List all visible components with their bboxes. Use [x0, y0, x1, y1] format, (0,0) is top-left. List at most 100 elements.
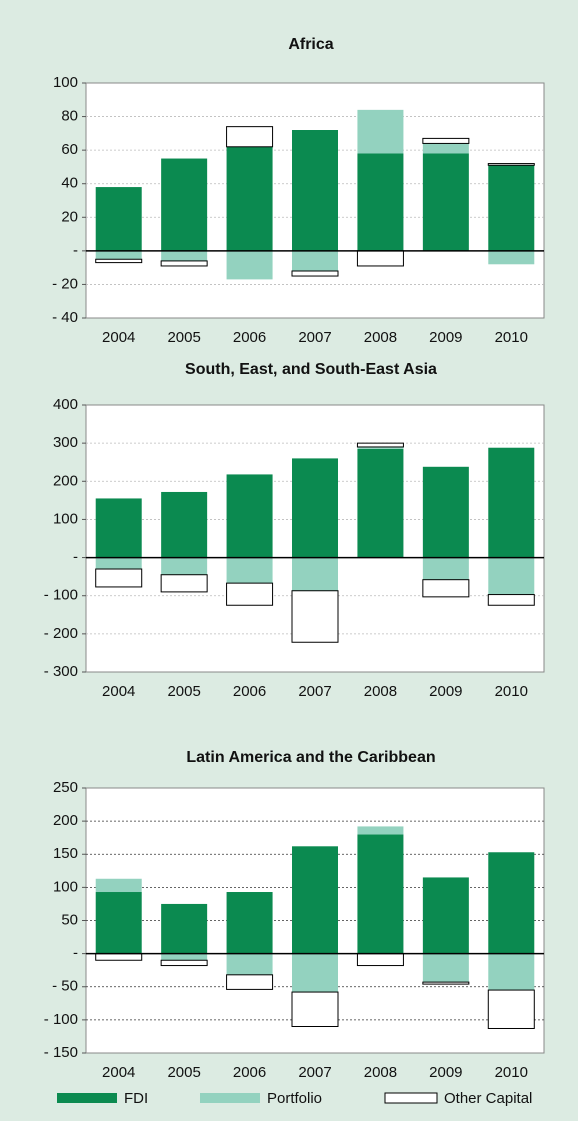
- bar: [422, 137, 470, 144]
- bar: [422, 953, 469, 983]
- x-tick-label: 2005: [167, 683, 200, 700]
- y-tick-label: - 200: [44, 625, 78, 642]
- bar: [422, 153, 469, 251]
- bar: [488, 953, 535, 991]
- bar: [488, 557, 535, 595]
- y-tick-label: 40: [61, 175, 78, 192]
- bar: [95, 258, 143, 264]
- legend-swatch: [384, 1092, 438, 1104]
- bar: [292, 557, 338, 591]
- bar: [292, 953, 338, 993]
- bar: [357, 109, 404, 154]
- chart-title: Latin America and the Caribbean: [186, 749, 435, 766]
- y-tick-label: 200: [53, 472, 78, 489]
- bar: [161, 953, 208, 961]
- x-tick-label: 2008: [364, 329, 397, 346]
- x-tick-label: 2009: [429, 683, 462, 700]
- bar: [292, 846, 338, 954]
- bar: [161, 557, 208, 575]
- x-tick-label: 2010: [495, 1064, 528, 1081]
- y-tick-label: - 100: [44, 1011, 78, 1028]
- x-tick-label: 2010: [495, 329, 528, 346]
- bar: [226, 126, 274, 148]
- y-tick-label: 150: [53, 845, 78, 862]
- bar: [95, 878, 142, 893]
- bar: [422, 579, 470, 598]
- x-tick-label: 2008: [364, 683, 397, 700]
- bar: [95, 250, 142, 260]
- chart-title: Africa: [288, 36, 333, 53]
- y-tick-label: -: [73, 945, 78, 962]
- y-tick-label: 100: [53, 510, 78, 527]
- y-tick-label: 100: [53, 74, 78, 91]
- y-tick-label: 80: [61, 108, 78, 125]
- x-tick-label: 2009: [429, 1064, 462, 1081]
- y-tick-label: 50: [61, 911, 78, 928]
- bar: [226, 582, 274, 606]
- y-tick-label: 250: [53, 779, 78, 796]
- bar: [95, 953, 143, 961]
- x-tick-label: 2005: [167, 329, 200, 346]
- x-tick-label: 2006: [233, 683, 266, 700]
- y-tick-label: 400: [53, 396, 78, 413]
- bar: [226, 250, 273, 280]
- y-tick-label: - 300: [44, 663, 78, 680]
- bar: [160, 574, 208, 593]
- bar: [357, 153, 404, 251]
- bar: [487, 163, 535, 166]
- y-tick-label: 100: [53, 878, 78, 895]
- bar: [292, 250, 338, 271]
- x-tick-label: 2004: [102, 329, 135, 346]
- y-tick-label: - 50: [52, 978, 78, 995]
- y-tick-label: 200: [53, 812, 78, 829]
- y-tick-label: 20: [61, 208, 78, 225]
- bar: [291, 590, 339, 643]
- bar: [488, 447, 535, 558]
- bar: [226, 557, 273, 584]
- x-tick-label: 2008: [364, 1064, 397, 1081]
- bar: [291, 270, 339, 277]
- x-tick-label: 2004: [102, 1064, 135, 1081]
- legend-swatch: [57, 1093, 117, 1103]
- bar: [487, 594, 535, 606]
- bar: [161, 250, 208, 261]
- y-tick-label: 300: [53, 434, 78, 451]
- bar: [487, 989, 535, 1029]
- bar: [356, 442, 404, 448]
- bar: [422, 143, 469, 154]
- bar: [357, 834, 404, 954]
- bar: [95, 892, 142, 954]
- bar: [160, 260, 208, 267]
- bar: [356, 953, 404, 967]
- bar: [95, 568, 143, 588]
- legend-label: Other Capital: [444, 1090, 532, 1107]
- bar: [488, 852, 535, 954]
- x-tick-label: 2009: [429, 329, 462, 346]
- bar: [291, 991, 339, 1027]
- bar: [226, 474, 273, 558]
- legend-swatch: [200, 1093, 260, 1103]
- x-tick-label: 2007: [298, 683, 331, 700]
- chart-title: South, East, and South-East Asia: [185, 361, 437, 378]
- bar: [422, 557, 469, 580]
- bar: [161, 158, 208, 251]
- y-tick-label: 60: [61, 141, 78, 158]
- bar: [357, 448, 404, 558]
- y-tick-label: -: [73, 549, 78, 566]
- y-tick-label: - 100: [44, 587, 78, 604]
- bar: [357, 826, 404, 835]
- bar: [160, 959, 208, 967]
- bar: [292, 458, 338, 558]
- bar: [226, 892, 273, 954]
- y-tick-label: -: [73, 242, 78, 259]
- legend-label: FDI: [124, 1090, 148, 1107]
- x-tick-label: 2005: [167, 1064, 200, 1081]
- bar: [95, 557, 142, 570]
- bar: [95, 187, 142, 251]
- bar: [488, 165, 535, 251]
- legend-label: Portfolio: [267, 1090, 322, 1107]
- x-tick-label: 2010: [495, 683, 528, 700]
- bar: [422, 877, 469, 954]
- x-tick-label: 2004: [102, 683, 135, 700]
